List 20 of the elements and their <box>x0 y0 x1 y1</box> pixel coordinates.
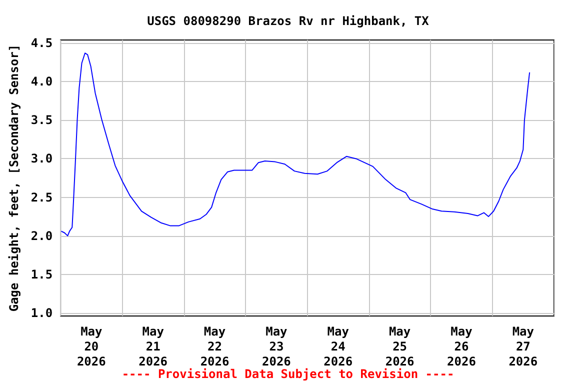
x-tick-label: May 21 2026 <box>138 324 168 368</box>
y-tick-label: 1.5 <box>30 267 53 282</box>
y-tick-label: 4.0 <box>30 74 53 89</box>
x-tick-label: May 22 2026 <box>200 324 230 368</box>
y-tick-label: 1.0 <box>30 306 53 320</box>
x-tick-label: May 26 2026 <box>447 324 476 368</box>
x-tick-label: May 20 2026 <box>76 324 106 368</box>
x-tick-label: May 24 2026 <box>324 324 353 368</box>
y-tick-label: 4.5 <box>30 36 53 50</box>
x-tick-label: May 27 2026 <box>508 324 538 368</box>
y-tick-label: 2.0 <box>30 228 53 243</box>
y-axis-title: Gage height, feet, [Secondary Sensor] <box>7 44 21 312</box>
line-series <box>60 52 530 236</box>
text: ---- Provisional Data Subject to Revision ---- <box>122 367 454 381</box>
y-tick-label: 3.5 <box>30 113 53 128</box>
x-tick-label: May 23 2026 <box>262 324 291 368</box>
y-tick-label: 3.0 <box>30 152 53 166</box>
y-tick-label: 2.5 <box>30 190 53 204</box>
chart-title: USGS 08098290 Brazos Rv nr Highbank, TX <box>147 14 430 28</box>
x-tick-label: May 25 2026 <box>385 324 414 368</box>
